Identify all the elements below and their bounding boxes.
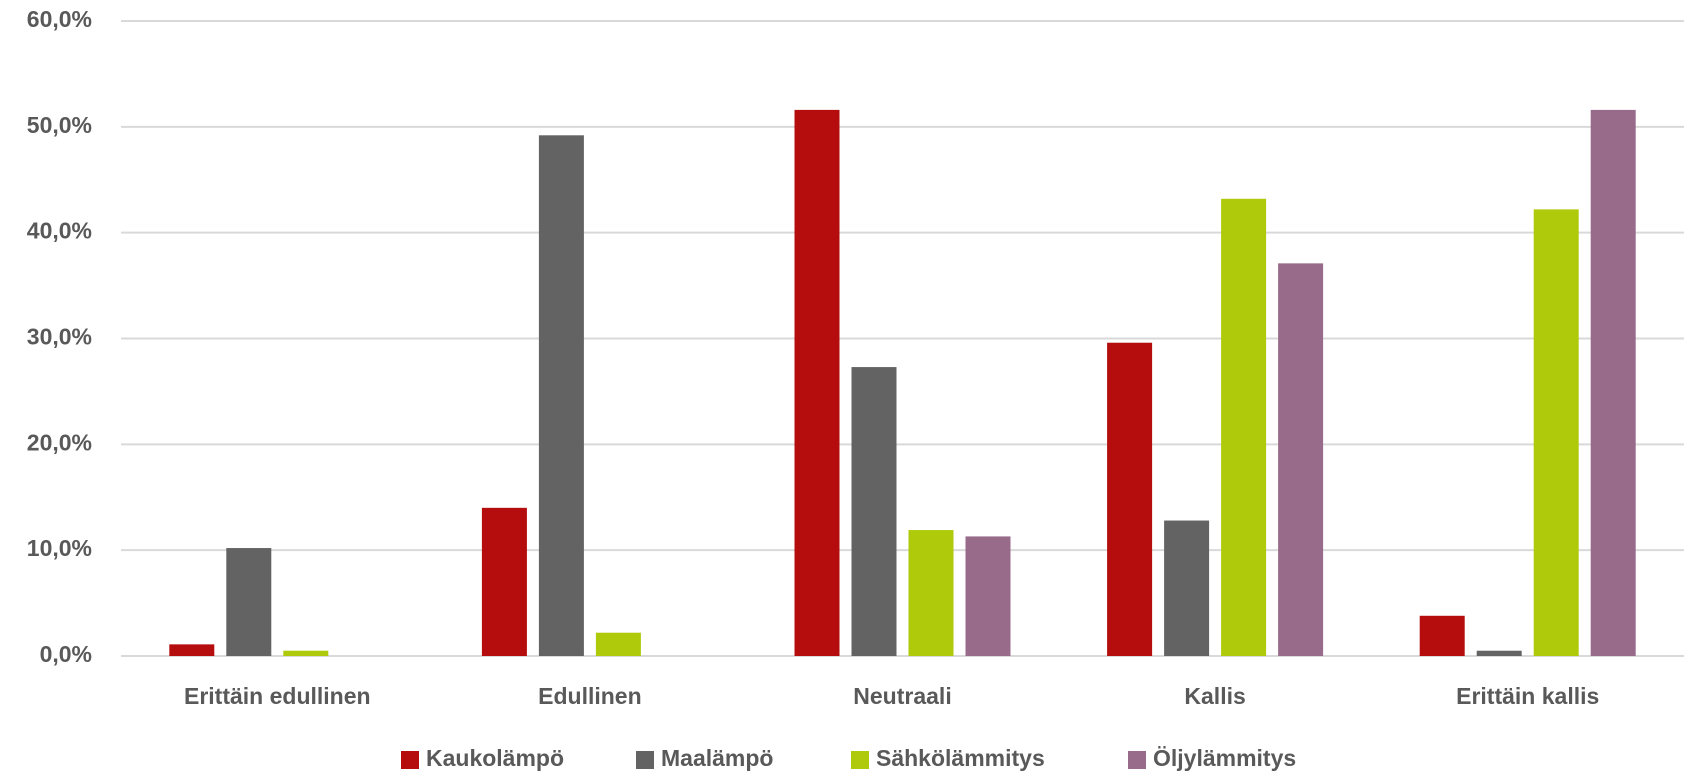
bar xyxy=(1533,209,1579,656)
bar xyxy=(1278,263,1324,656)
x-tick-label: Erittäin edullinen xyxy=(184,683,371,709)
y-tick-label: 10,0% xyxy=(27,535,92,561)
x-tick-label: Erittäin kallis xyxy=(1456,683,1599,709)
bar xyxy=(965,536,1011,656)
x-tick-label: Edullinen xyxy=(538,683,642,709)
bar xyxy=(1419,615,1465,656)
bar xyxy=(226,548,272,656)
bar xyxy=(595,632,641,656)
bar xyxy=(1476,650,1522,656)
bar xyxy=(794,109,840,656)
bar xyxy=(851,367,897,656)
bar xyxy=(1221,198,1267,657)
legend-swatch xyxy=(1128,751,1146,769)
bar xyxy=(908,530,954,656)
x-tick-label: Neutraali xyxy=(853,683,951,709)
legend-swatch xyxy=(851,751,869,769)
y-tick-label: 20,0% xyxy=(27,429,92,455)
legend-label: Sähkölämmitys xyxy=(876,745,1045,771)
y-tick-label: 30,0% xyxy=(27,324,92,350)
legend-label: Maalämpö xyxy=(661,745,773,771)
legend-label: Öljylämmitys xyxy=(1153,745,1296,771)
y-tick-label: 0,0% xyxy=(40,641,92,667)
x-tick-label: Kallis xyxy=(1184,683,1245,709)
legend-swatch xyxy=(636,751,654,769)
y-tick-label: 50,0% xyxy=(27,112,92,138)
bar xyxy=(283,650,329,656)
bar xyxy=(481,507,527,656)
legend-label: Kaukolämpö xyxy=(426,745,564,771)
bar xyxy=(538,135,584,657)
bar xyxy=(169,644,215,656)
bar xyxy=(1590,109,1636,656)
legend-swatch xyxy=(401,751,419,769)
y-tick-label: 40,0% xyxy=(27,218,92,244)
bar xyxy=(1164,520,1210,656)
y-tick-label: 60,0% xyxy=(27,6,92,32)
bar xyxy=(1107,342,1153,656)
